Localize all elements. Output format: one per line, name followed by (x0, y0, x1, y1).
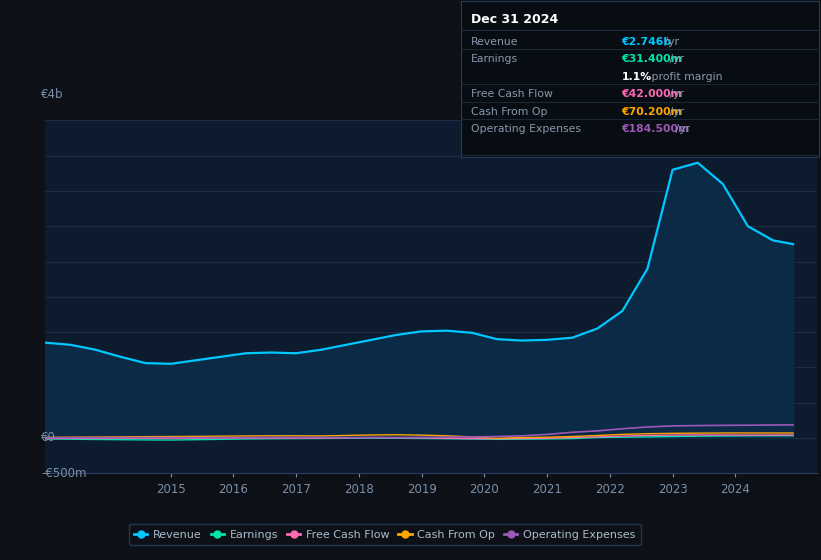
Text: /yr: /yr (666, 106, 684, 116)
Text: €0: €0 (41, 431, 56, 445)
Text: 1.1%: 1.1% (621, 72, 652, 82)
Text: /yr: /yr (666, 89, 684, 99)
Text: /yr: /yr (661, 37, 679, 47)
Text: profit margin: profit margin (648, 72, 722, 82)
Text: Cash From Op: Cash From Op (471, 106, 548, 116)
Legend: Revenue, Earnings, Free Cash Flow, Cash From Op, Operating Expenses: Revenue, Earnings, Free Cash Flow, Cash … (129, 524, 641, 545)
Text: €42.000m: €42.000m (621, 89, 682, 99)
Text: Dec 31 2024: Dec 31 2024 (471, 13, 558, 26)
Text: €31.400m: €31.400m (621, 54, 682, 64)
Text: Revenue: Revenue (471, 37, 519, 47)
Text: Operating Expenses: Operating Expenses (471, 124, 581, 134)
Text: Earnings: Earnings (471, 54, 518, 64)
Text: €4b: €4b (41, 88, 63, 101)
Text: Free Cash Flow: Free Cash Flow (471, 89, 553, 99)
Text: /yr: /yr (666, 54, 684, 64)
Text: /yr: /yr (672, 124, 690, 134)
Text: -€500m: -€500m (41, 466, 86, 480)
Text: €2.746b: €2.746b (621, 37, 672, 47)
Text: €184.500m: €184.500m (621, 124, 690, 134)
Text: €70.200m: €70.200m (621, 106, 682, 116)
